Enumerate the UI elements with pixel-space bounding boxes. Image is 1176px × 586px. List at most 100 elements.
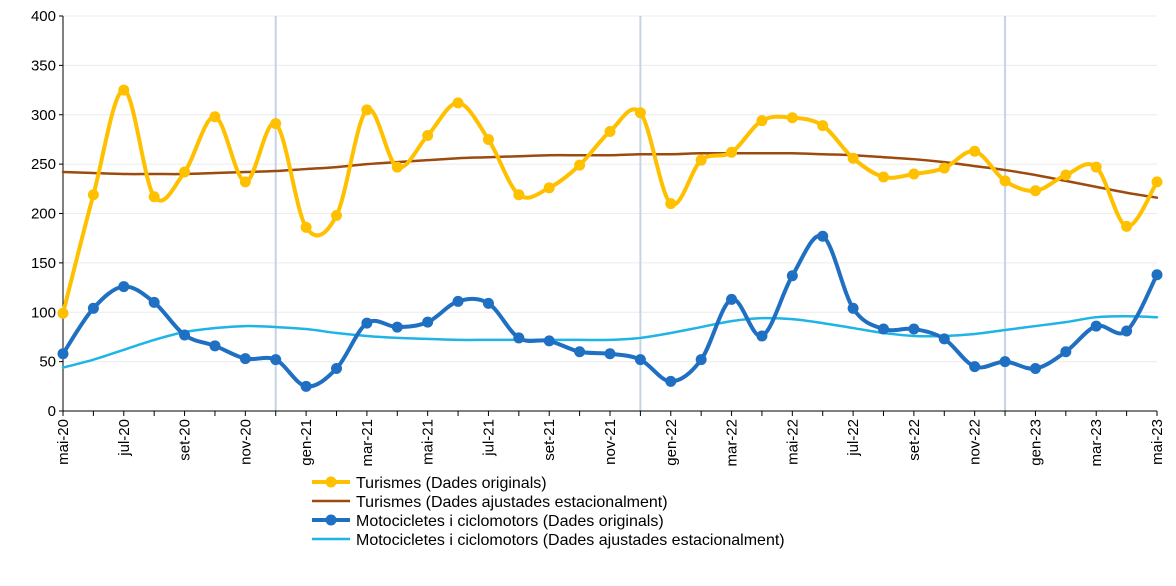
data-point-0-des-20 bbox=[270, 118, 282, 130]
series-line-1 bbox=[61, 151, 1159, 199]
data-point-2-des-22 bbox=[999, 356, 1011, 368]
data-point-2-ago-21 bbox=[513, 332, 525, 344]
data-point-0-ago-20 bbox=[148, 191, 160, 203]
data-point-0-mai-20 bbox=[57, 307, 69, 319]
x-tick-label-mar-22: mar-22 bbox=[724, 419, 741, 467]
data-point-2-ago-22 bbox=[878, 323, 889, 335]
legend-label-1: Turismes (Dades ajustades estacionalment… bbox=[356, 494, 668, 511]
data-point-2-mar-22 bbox=[726, 293, 738, 305]
series-line-3 bbox=[61, 314, 1159, 369]
legend-label-2: Motocicletes i ciclomotors (Dades origin… bbox=[356, 513, 664, 530]
data-point-0-oct-21 bbox=[574, 159, 586, 171]
data-point-2-set-22 bbox=[908, 323, 920, 335]
data-point-2-gen-23 bbox=[1029, 363, 1041, 375]
data-point-2-jul-20 bbox=[118, 281, 130, 293]
x-tick-label-gen-22: gen-22 bbox=[663, 419, 680, 466]
data-point-0-set-20 bbox=[179, 166, 191, 178]
series-2 bbox=[57, 230, 1163, 392]
legend-item-0: Turismes (Dades originals) bbox=[312, 475, 547, 492]
data-point-0-mar-22 bbox=[726, 146, 738, 158]
data-point-2-ago-20 bbox=[148, 296, 160, 308]
series-0 bbox=[57, 84, 1163, 319]
y-tick-label-200: 200 bbox=[31, 206, 56, 223]
y-tick-label-250: 250 bbox=[31, 156, 56, 173]
data-point-2-jun-21 bbox=[452, 295, 464, 307]
x-tick-label-nov-21: nov-21 bbox=[602, 419, 619, 465]
y-tick-label-50: 50 bbox=[39, 354, 56, 371]
data-point-0-des-22 bbox=[999, 175, 1011, 187]
data-point-2-nov-22 bbox=[969, 361, 981, 373]
x-tick-label-mar-21: mar-21 bbox=[359, 419, 376, 467]
data-point-0-nov-21 bbox=[604, 126, 616, 138]
data-point-0-nov-20 bbox=[239, 176, 251, 188]
data-point-0-abr-23 bbox=[1121, 220, 1133, 232]
data-point-0-abr-21 bbox=[391, 161, 403, 173]
y-tick-label-0: 0 bbox=[48, 403, 56, 420]
data-point-2-jun-22 bbox=[817, 230, 829, 242]
x-tick-label-mai-23: mai-23 bbox=[1149, 419, 1166, 465]
x-tick-label-nov-20: nov-20 bbox=[237, 419, 254, 465]
x-tick-label-mai-21: mai-21 bbox=[420, 419, 437, 465]
data-point-0-mai-23 bbox=[1151, 176, 1163, 188]
x-tick-label-jul-21: jul-21 bbox=[480, 419, 497, 457]
x-tick-label-set-20: set-20 bbox=[177, 419, 194, 461]
data-point-0-jul-21 bbox=[482, 133, 494, 145]
legend-label-3: Motocicletes i ciclomotors (Dades ajusta… bbox=[356, 532, 785, 549]
data-point-0-set-22 bbox=[908, 168, 920, 180]
data-point-0-oct-20 bbox=[209, 111, 221, 123]
data-point-2-mar-23 bbox=[1090, 320, 1102, 332]
data-point-2-gen-22 bbox=[665, 375, 677, 387]
data-point-2-set-20 bbox=[179, 329, 191, 341]
data-point-2-feb-23 bbox=[1060, 346, 1072, 358]
data-point-0-ago-22 bbox=[878, 171, 889, 183]
series-line-0 bbox=[61, 88, 1159, 316]
data-point-0-jun-22 bbox=[817, 120, 829, 132]
data-point-0-jun-21 bbox=[452, 97, 464, 109]
y-tick-label-300: 300 bbox=[31, 107, 56, 124]
x-tick-label-gen-21: gen-21 bbox=[298, 419, 315, 466]
gridlines bbox=[63, 15, 1157, 363]
data-point-2-oct-20 bbox=[209, 340, 221, 352]
data-point-0-des-21 bbox=[634, 107, 646, 119]
x-tick-label-mar-23: mar-23 bbox=[1088, 419, 1105, 467]
data-point-0-nov-22 bbox=[969, 145, 981, 157]
x-tick-label-jul-22: jul-22 bbox=[845, 419, 862, 457]
data-point-0-jul-20 bbox=[118, 84, 130, 96]
data-point-0-feb-23 bbox=[1060, 169, 1072, 181]
x-tick-label-set-21: set-21 bbox=[541, 419, 558, 461]
legend-swatch-marker-2 bbox=[325, 514, 337, 526]
x-tick-label-set-22: set-22 bbox=[906, 419, 923, 461]
data-point-2-jul-22 bbox=[847, 302, 859, 314]
data-point-0-gen-23 bbox=[1029, 185, 1041, 197]
data-point-0-ago-21 bbox=[513, 189, 525, 201]
data-point-2-jun-20 bbox=[87, 302, 99, 314]
series-layer bbox=[57, 84, 1163, 392]
data-point-0-set-21 bbox=[543, 182, 555, 194]
data-point-2-abr-21 bbox=[391, 321, 403, 333]
y-tick-label-150: 150 bbox=[31, 255, 56, 272]
data-point-2-mai-20 bbox=[57, 348, 69, 360]
data-point-0-feb-21 bbox=[331, 209, 342, 221]
x-tick-label-gen-23: gen-23 bbox=[1027, 419, 1044, 466]
data-point-2-jul-21 bbox=[482, 297, 494, 309]
y-tick-label-400: 400 bbox=[31, 8, 56, 25]
x-tick-label-mai-22: mai-22 bbox=[784, 419, 801, 465]
legend-label-0: Turismes (Dades originals) bbox=[356, 475, 547, 492]
data-point-2-abr-22 bbox=[756, 330, 768, 342]
data-point-2-nov-20 bbox=[239, 353, 251, 365]
legend-item-2: Motocicletes i ciclomotors (Dades origin… bbox=[312, 513, 664, 530]
axes: 0 50 100 150 200 250 300 350 400 mai-20 jul-20 set-… bbox=[31, 8, 1166, 467]
data-point-0-feb-22 bbox=[695, 154, 707, 166]
data-point-2-mai-21 bbox=[422, 316, 434, 328]
data-point-2-mai-23 bbox=[1151, 269, 1163, 281]
data-point-0-jul-22 bbox=[847, 152, 859, 164]
data-point-0-gen-22 bbox=[665, 198, 677, 210]
data-point-0-oct-22 bbox=[938, 162, 950, 174]
y-tick-label-350: 350 bbox=[31, 57, 56, 74]
data-point-2-oct-22 bbox=[938, 333, 950, 345]
data-point-0-abr-22 bbox=[756, 115, 768, 127]
legend-item-3: Motocicletes i ciclomotors (Dades ajusta… bbox=[312, 532, 785, 549]
data-point-2-abr-23 bbox=[1121, 325, 1133, 337]
legend-swatch-marker-0 bbox=[325, 476, 337, 488]
